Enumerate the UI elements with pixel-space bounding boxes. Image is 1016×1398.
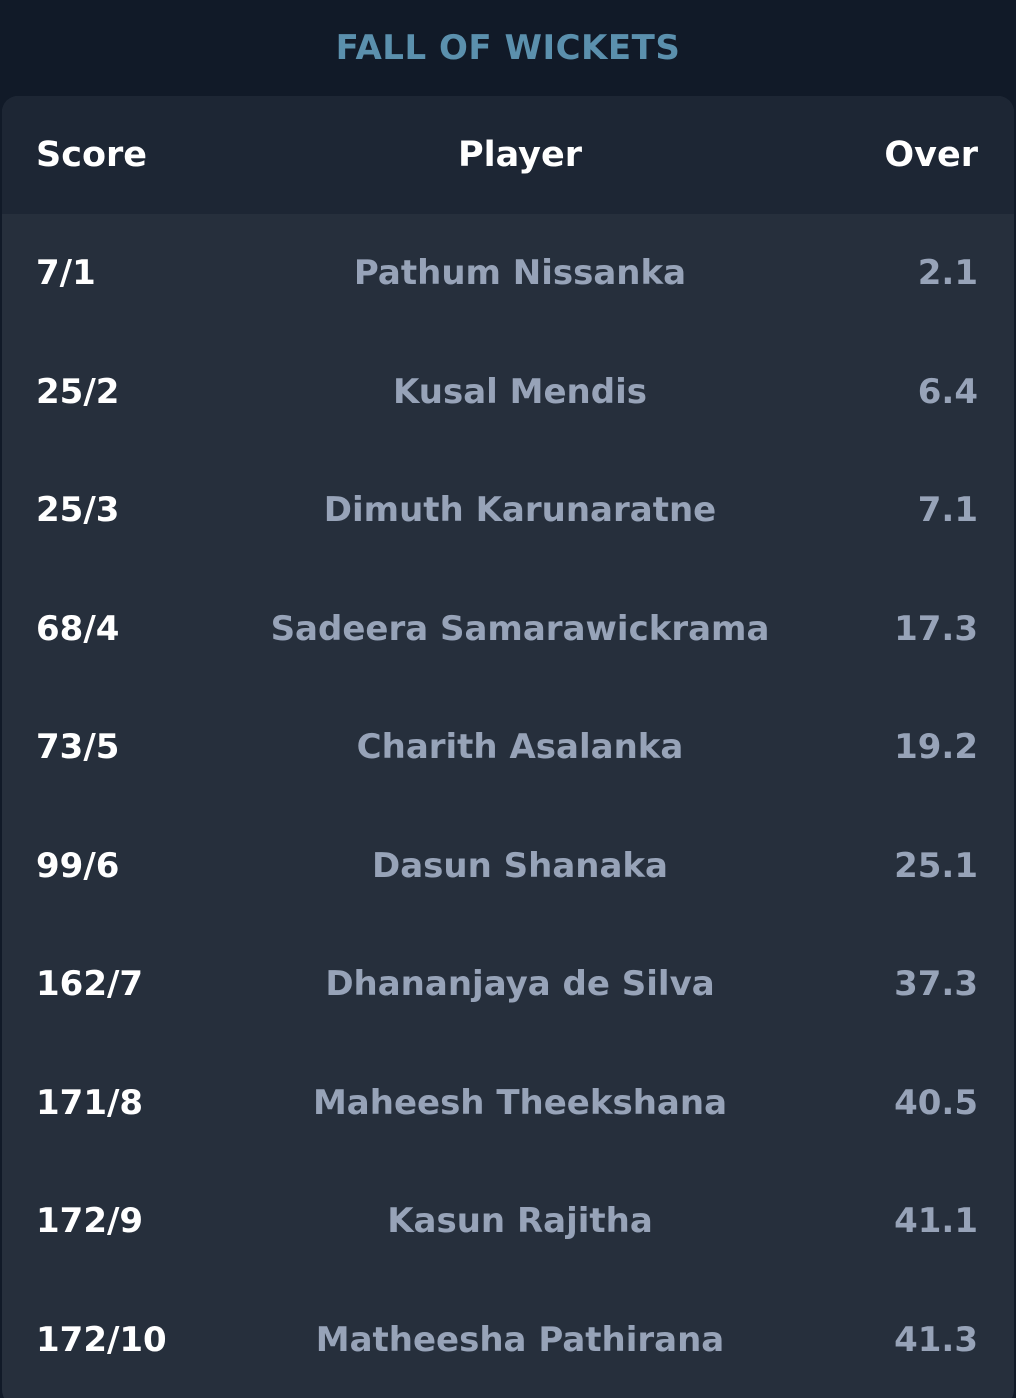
over-cell: 19.2 xyxy=(894,727,978,768)
table-row: 25/3 Dimuth Karunaratne 7.1 xyxy=(2,451,1014,570)
score-cell: 73/5 xyxy=(36,727,120,768)
player-cell[interactable]: Kasun Rajitha xyxy=(387,1201,653,1242)
over-cell: 37.3 xyxy=(894,964,978,1005)
player-cell[interactable]: Charith Asalanka xyxy=(356,727,684,768)
score-cell: 172/9 xyxy=(36,1201,144,1242)
over-cell: 41.3 xyxy=(894,1319,978,1360)
score-cell: 172/10 xyxy=(36,1319,167,1360)
column-header-over: Over xyxy=(884,135,978,175)
over-cell: 6.4 xyxy=(917,371,978,412)
score-cell: 68/4 xyxy=(36,608,120,649)
table-body: 7/1 Pathum Nissanka 2.1 25/2 Kusal Mendi… xyxy=(2,214,1014,1398)
score-cell: 99/6 xyxy=(36,845,120,886)
table-row: 73/5 Charith Asalanka 19.2 xyxy=(2,688,1014,807)
table-row: 171/8 Maheesh Theekshana 40.5 xyxy=(2,1044,1014,1163)
section-title: FALL OF WICKETS xyxy=(335,28,681,68)
table-row: 162/7 Dhananjaya de Silva 37.3 xyxy=(2,925,1014,1044)
over-cell: 7.1 xyxy=(917,490,978,531)
over-cell: 2.1 xyxy=(917,253,978,294)
over-cell: 40.5 xyxy=(894,1082,978,1123)
player-cell[interactable]: Pathum Nissanka xyxy=(353,253,687,294)
column-header-player: Player xyxy=(457,135,582,175)
table-row: 25/2 Kusal Mendis 6.4 xyxy=(2,333,1014,452)
table-row: 99/6 Dasun Shanaka 25.1 xyxy=(2,807,1014,926)
score-cell: 25/2 xyxy=(36,371,120,412)
player-cell[interactable]: Dhananjaya de Silva xyxy=(325,964,715,1005)
score-cell: 25/3 xyxy=(36,490,120,531)
over-cell: 41.1 xyxy=(894,1201,978,1242)
player-cell[interactable]: Dimuth Karunaratne xyxy=(323,490,717,531)
score-cell: 171/8 xyxy=(36,1082,144,1123)
fall-of-wickets-table: Score Player Over 7/1 Pathum Nissanka 2.… xyxy=(2,96,1014,1398)
table-row: 172/10 Matheesha Pathirana 41.3 xyxy=(2,1281,1014,1398)
player-cell[interactable]: Matheesha Pathirana xyxy=(315,1319,725,1360)
column-header-score: Score xyxy=(36,135,147,175)
player-cell[interactable]: Dasun Shanaka xyxy=(372,845,668,886)
table-row: 7/1 Pathum Nissanka 2.1 xyxy=(2,214,1014,333)
score-cell: 7/1 xyxy=(36,253,96,294)
over-cell: 25.1 xyxy=(894,845,978,886)
table-header: Score Player Over xyxy=(2,96,1014,214)
player-cell[interactable]: Maheesh Theekshana xyxy=(312,1082,728,1123)
player-cell[interactable]: Kusal Mendis xyxy=(393,371,647,412)
table-row: 172/9 Kasun Rajitha 41.1 xyxy=(2,1162,1014,1281)
table-row: 68/4 Sadeera Samarawickrama 17.3 xyxy=(2,570,1014,689)
score-cell: 162/7 xyxy=(36,964,144,1005)
player-cell[interactable]: Sadeera Samarawickrama xyxy=(270,608,770,649)
over-cell: 17.3 xyxy=(894,608,978,649)
